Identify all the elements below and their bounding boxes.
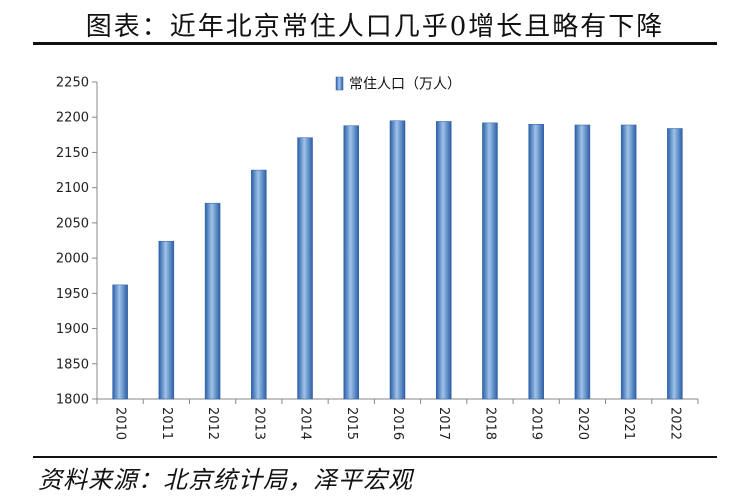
bar	[251, 169, 267, 400]
source-note: 资料来源：北京统计局，泽平宏观	[38, 466, 413, 494]
legend: 常住人口（万人）	[335, 76, 461, 93]
y-axis: 1800 1850 1900 1950 2000 2050 2100 2150 2200 2250	[56, 76, 98, 408]
x-tick-label: 2014	[298, 407, 313, 440]
bar	[389, 120, 406, 400]
chart-area: 1800 1850 1900 1950 2000 2050 2100 2150 2200 2250…	[0, 50, 750, 455]
x-tick-label: 2022	[667, 407, 682, 440]
y-tick-label: 2250	[56, 76, 89, 91]
y-tick-label: 2150	[56, 146, 89, 161]
bar	[158, 240, 175, 400]
chart-title: 图表：近年北京常住人口几乎0增长且略有下降	[85, 12, 665, 42]
x-tick-label: 2021	[621, 407, 636, 440]
x-tick-label: 2010	[113, 407, 128, 440]
y-tick-label: 1850	[56, 357, 89, 372]
x-tick-label: 2016	[390, 407, 405, 440]
source-divider	[33, 456, 717, 458]
title-divider	[33, 42, 717, 45]
x-tick-label: 2019	[529, 407, 544, 440]
bar	[204, 202, 221, 400]
x-tick-label: 2018	[482, 407, 497, 440]
y-tick-label: 1900	[56, 322, 89, 337]
y-tick-label: 1800	[56, 393, 89, 408]
y-tick-label: 1950	[56, 287, 89, 302]
x-tick-label: 2017	[436, 407, 451, 440]
x-tick-label: 2015	[344, 407, 359, 440]
bar	[112, 284, 128, 400]
bar-chart: 1800 1850 1900 1950 2000 2050 2100 2150 2200 2250…	[56, 76, 699, 440]
y-tick-label: 2100	[56, 181, 89, 196]
bar	[343, 125, 360, 400]
legend-label: 常住人口（万人）	[349, 77, 461, 93]
y-tick-label: 2000	[56, 252, 89, 267]
y-tick-label: 2050	[56, 216, 89, 231]
bar	[574, 124, 591, 400]
bar-series	[112, 120, 683, 400]
y-tick-label: 2200	[56, 111, 89, 126]
x-tick-label: 2020	[575, 407, 590, 440]
bar	[528, 124, 544, 400]
bar	[620, 124, 637, 400]
bar	[435, 121, 452, 400]
x-tick-label: 2013	[251, 407, 266, 440]
legend-swatch	[335, 76, 344, 91]
x-tick-label: 2012	[205, 407, 220, 440]
x-axis: 2010 2011 2012 2013 2014 2015 2016 2017 2018 2019…	[96, 398, 699, 440]
x-tick-label: 2011	[159, 407, 174, 440]
bar	[297, 137, 313, 400]
bar	[667, 128, 683, 400]
bar	[482, 122, 498, 400]
